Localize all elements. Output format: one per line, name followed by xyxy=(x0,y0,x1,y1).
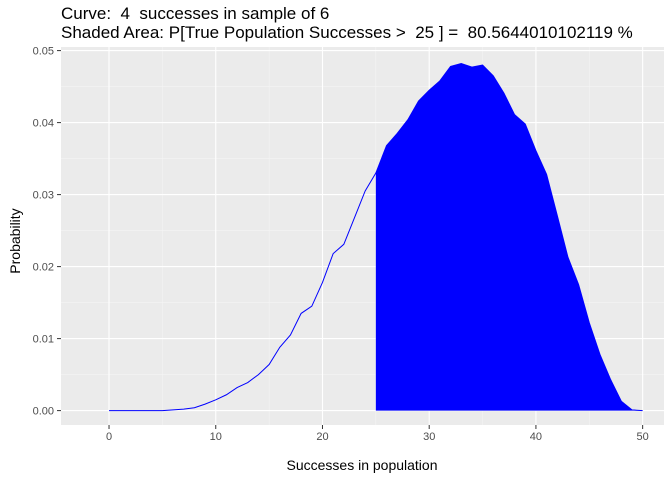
x-tick-label: 40 xyxy=(530,431,542,443)
y-tick-label: 0.05 xyxy=(33,46,54,58)
y-tick-label: 0.01 xyxy=(33,334,54,346)
y-tick-label: 0.00 xyxy=(33,406,54,418)
x-tick-label: 50 xyxy=(637,431,649,443)
probability-curve xyxy=(109,63,643,412)
chart-title-line-2: Shaded Area: P[True Population Successes… xyxy=(61,23,633,42)
x-tick-label: 30 xyxy=(423,431,435,443)
chart-title-line-1: Curve: 4 successes in sample of 6 xyxy=(61,4,330,23)
y-tick-label: 0.03 xyxy=(33,190,54,202)
x-tick-label: 20 xyxy=(316,431,328,443)
y-axis-ticks: 0.00 0.01 0.02 0.03 0.04 0.05 xyxy=(33,46,61,418)
y-tick-label: 0.04 xyxy=(33,118,54,130)
x-tick-label: 10 xyxy=(210,431,222,443)
shaded-area xyxy=(375,63,643,411)
x-tick-label: 0 xyxy=(106,431,112,443)
x-axis-ticks: 0 10 20 30 40 50 xyxy=(106,425,649,443)
y-axis-title: Probability xyxy=(7,208,23,273)
x-axis-title: Successes in population xyxy=(287,457,438,473)
y-tick-label: 0.02 xyxy=(33,262,54,274)
